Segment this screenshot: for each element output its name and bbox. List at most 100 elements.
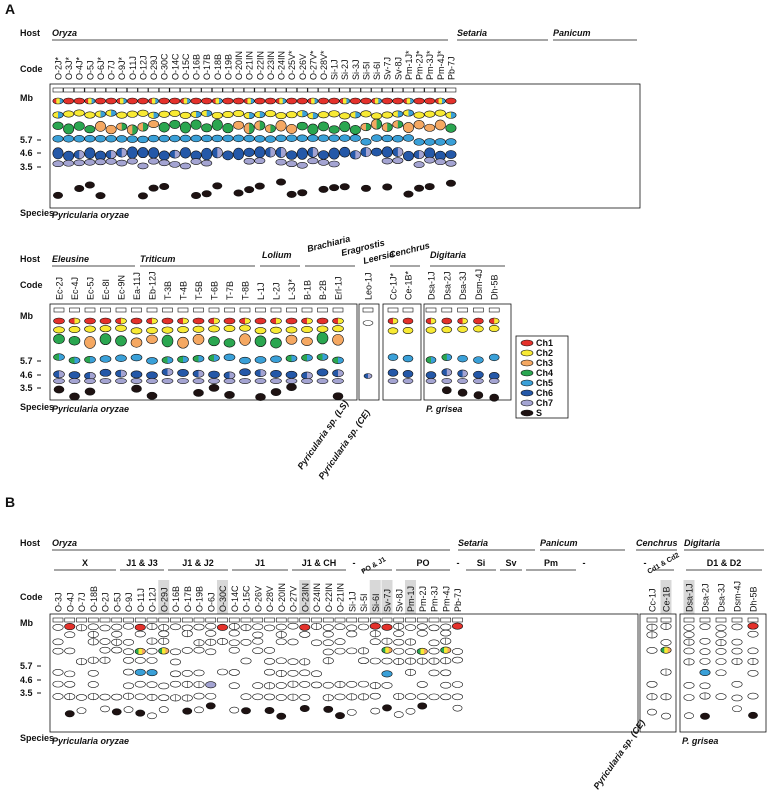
band-white-shape (228, 646, 240, 654)
code-a1-label: Si-6I (372, 61, 382, 80)
band-s-shape (286, 383, 297, 392)
band-white (715, 624, 727, 632)
a2-well (441, 307, 453, 313)
band-ch3 (301, 336, 313, 346)
band-ch1-shape (53, 317, 65, 325)
band-white-shape (181, 670, 193, 677)
band-s-shape (74, 184, 85, 192)
band-white-shape (52, 693, 64, 700)
band-ch6 (317, 150, 329, 160)
band-ch6-part (59, 370, 65, 378)
code-b-label: O-28V (265, 586, 275, 612)
band-ch6-shape (222, 150, 234, 161)
band-colored (440, 646, 452, 654)
band-white-shape (346, 630, 358, 638)
species-label-b: Species (20, 733, 54, 743)
species-b-oryzae: Pyricularia oryzae (52, 736, 129, 746)
band-white (747, 669, 759, 677)
code-b-highlight (217, 580, 228, 614)
band-white-shape (731, 694, 743, 702)
code-b-highlight (369, 580, 381, 614)
band-ch1-part (307, 98, 312, 104)
code-b-label: O-30C (218, 585, 228, 612)
band-ch3-shape (105, 124, 117, 135)
band-ch5-part (441, 353, 448, 361)
band-ch2 (192, 325, 205, 333)
band-ch3-shape (158, 122, 170, 133)
a1-well (392, 87, 404, 93)
band-ch7 (84, 158, 96, 166)
band-white (228, 669, 240, 676)
band-ch1-part (148, 98, 153, 104)
band-white-shape (334, 623, 346, 631)
a1-well (222, 87, 234, 93)
a2-well (131, 307, 142, 313)
band-ch1 (296, 97, 308, 105)
b-well (193, 617, 205, 623)
band-ch5 (402, 134, 414, 142)
a2-well (473, 307, 484, 313)
band-ch3-shape (201, 123, 213, 133)
band-ch6-shape (317, 150, 329, 160)
band-ch3-shape (413, 120, 425, 130)
band-ch1-part (243, 98, 248, 104)
a1-well (445, 87, 457, 93)
band-ch1-shape (63, 97, 75, 105)
band-ch7-shape (270, 378, 282, 384)
band-striped (428, 657, 440, 665)
code-b-label: Pm-4J (441, 586, 451, 612)
band-ch5 (84, 135, 96, 143)
band-ch3 (126, 124, 138, 136)
band-ch5-shape (457, 354, 468, 363)
band-ch5-outline (177, 355, 189, 364)
code-a2-label: L-1J (256, 282, 266, 300)
a2-well (332, 307, 344, 313)
band-ch3-part (371, 118, 377, 130)
band-ch2 (179, 111, 191, 119)
band-ch6-part (105, 150, 112, 159)
band-ch2 (434, 109, 446, 117)
a2-well (162, 307, 173, 313)
band-colored-part (138, 648, 143, 655)
band-ch2 (223, 324, 236, 332)
band-ch6-outline (457, 369, 468, 378)
b-well (228, 617, 240, 623)
band-s-shape (299, 705, 310, 713)
band-white (287, 622, 299, 630)
band-s (233, 189, 244, 197)
band-ch5 (137, 135, 149, 144)
band-ch1-part (214, 318, 220, 324)
band-ch3 (223, 338, 236, 348)
band-ch2-outline (254, 111, 266, 119)
band-ch6-shape (63, 150, 75, 162)
band-ch5-part (183, 356, 189, 363)
band-striped (683, 658, 695, 666)
code-a2-label: T-7B (225, 281, 235, 300)
b-well (747, 617, 759, 623)
band-s (224, 391, 235, 399)
host-cenchrus-a2: Cenchrus (388, 240, 431, 260)
band-ch5-part (317, 353, 323, 361)
band-ch7 (473, 378, 484, 384)
band-white (146, 681, 158, 688)
band-white-shape (404, 648, 416, 655)
band-ch2-shape (285, 326, 298, 334)
band-ch7 (105, 158, 117, 165)
band-white-shape (660, 639, 672, 646)
band-ch3 (99, 333, 112, 346)
a1-well (254, 87, 266, 93)
band-ch6-outline (349, 150, 361, 160)
band-white (193, 623, 205, 631)
band-striped (287, 693, 299, 701)
band-colored-shape (451, 622, 463, 630)
band-white-shape (64, 670, 76, 678)
band-ch6-part (116, 148, 123, 158)
band-ch6 (126, 146, 138, 159)
band-ch2 (317, 111, 329, 119)
band-striped (660, 693, 672, 701)
band-s-shape (191, 191, 202, 199)
band-ch7-shape (192, 378, 205, 384)
band-ch7 (84, 378, 96, 384)
band-s (748, 711, 758, 719)
band-ch7 (94, 158, 106, 166)
